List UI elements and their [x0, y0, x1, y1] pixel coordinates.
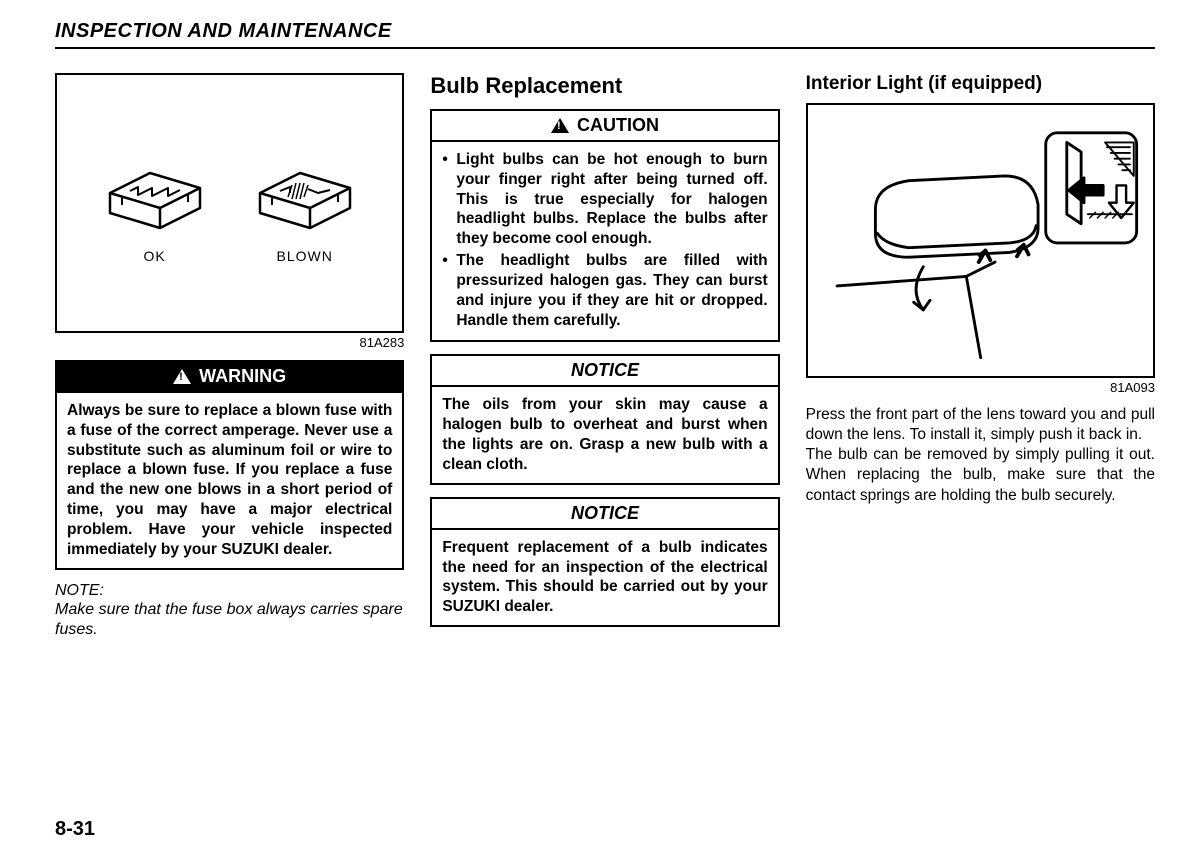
column-3: Interior Light (if equipped)	[806, 73, 1155, 641]
notice-2-body: Frequent replacement of a bulb indicates…	[432, 530, 777, 625]
page-number: 8-31	[55, 818, 95, 841]
caution-header: CAUTION	[432, 111, 777, 142]
column-2: Bulb Replacement CAUTION Light bulbs can…	[430, 73, 779, 641]
column-1: OK BLOWN	[55, 73, 404, 641]
notice-1-body: The oils from your skin may cause a halo…	[432, 387, 777, 482]
fuse-figure-ref: 81A283	[55, 335, 404, 350]
warning-title: WARNING	[199, 366, 286, 387]
notice-box-1: NOTICE The oils from your skin may cause…	[430, 354, 779, 484]
notice-2-header: NOTICE	[432, 499, 777, 530]
page-header: INSPECTION AND MAINTENANCE	[55, 20, 1155, 49]
interior-figure-ref: 81A093	[806, 380, 1155, 395]
interior-light-body: Press the front part of the lens toward …	[806, 405, 1155, 506]
caution-item-1: Light bulbs can be hot enough to burn yo…	[442, 150, 767, 249]
notice-box-2: NOTICE Frequent replacement of a bulb in…	[430, 497, 779, 627]
content-columns: OK BLOWN	[55, 73, 1155, 641]
fuse-figure: OK BLOWN	[55, 73, 404, 333]
caution-body: Light bulbs can be hot enough to burn yo…	[432, 142, 777, 340]
warning-triangle-icon	[173, 369, 191, 384]
caution-box: CAUTION Light bulbs can be hot enough to…	[430, 109, 779, 342]
bulb-replacement-title: Bulb Replacement	[430, 73, 779, 99]
fuse-blown-label: BLOWN	[250, 248, 360, 264]
caution-title: CAUTION	[577, 115, 659, 136]
warning-box: WARNING Always be sure to replace a blow…	[55, 360, 404, 570]
caution-triangle-icon	[551, 118, 569, 133]
interior-light-icon	[818, 115, 1143, 366]
interior-light-figure	[806, 103, 1155, 378]
notice-1-header: NOTICE	[432, 356, 777, 387]
fuse-ok-icon	[100, 143, 210, 233]
fuse-ok-label: OK	[100, 248, 210, 264]
fuse-blown-icon	[250, 143, 360, 233]
note-label: NOTE:	[55, 582, 404, 600]
caution-item-2: The headlight bulbs are filled with pres…	[442, 251, 767, 330]
interior-light-title: Interior Light (if equipped)	[806, 73, 1155, 95]
note-text: Make sure that the fuse box always carri…	[55, 600, 404, 642]
warning-header: WARNING	[57, 362, 402, 393]
warning-body: Always be sure to replace a blown fuse w…	[57, 393, 402, 568]
